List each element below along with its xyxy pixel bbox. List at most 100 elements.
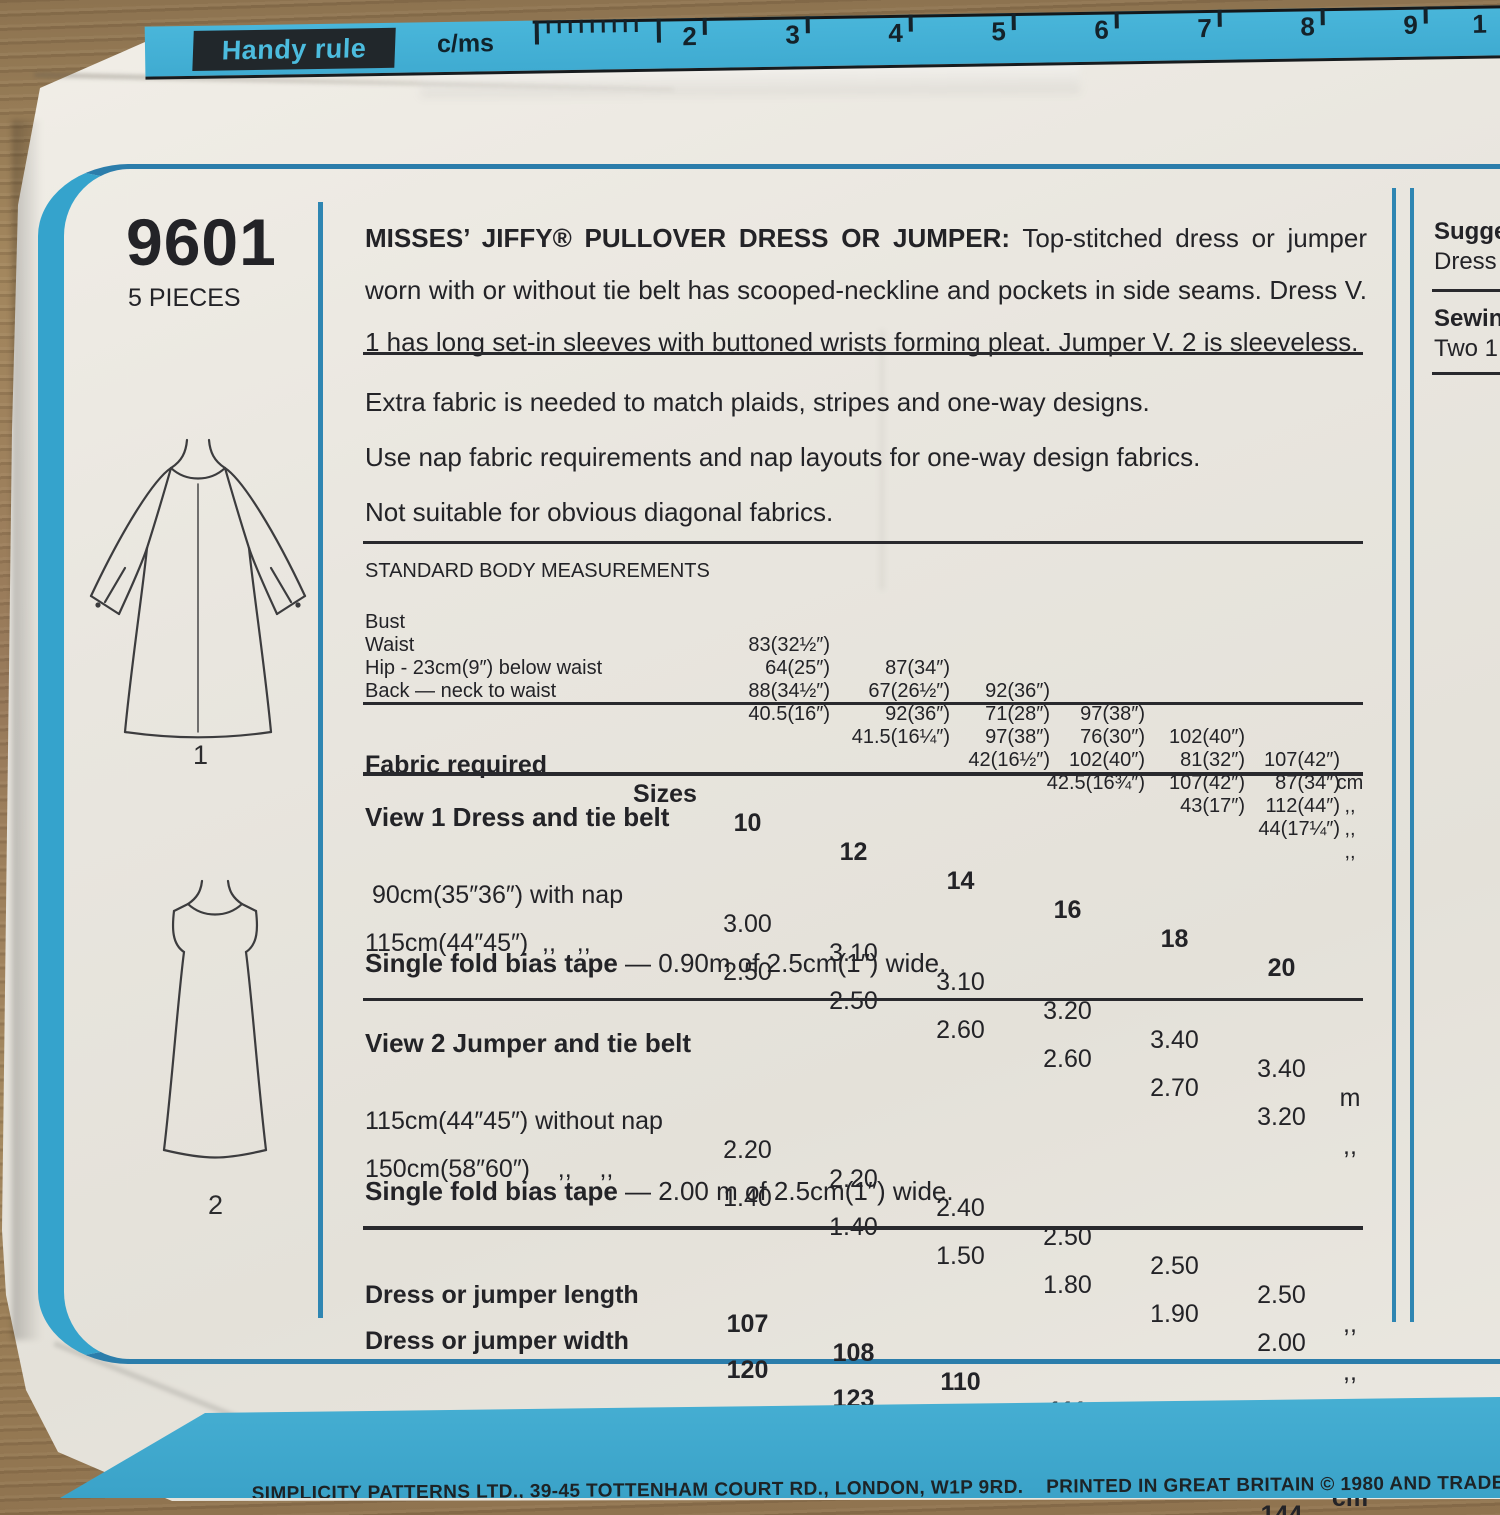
view-1-heading: View 1 Dress and tie belt [365, 802, 670, 832]
ruler-tick [908, 14, 913, 32]
row-label: Back — neck to waist [365, 680, 557, 702]
dimension-value: 107 [726, 1310, 769, 1338]
measurement-value: 97(38″) [985, 726, 1050, 748]
measurement-value: 71(28″) [985, 703, 1050, 725]
paper-crease [880, 330, 884, 590]
ruler-number: 4 [888, 17, 904, 49]
size-column-header: 14 [946, 867, 975, 895]
ruler-number: 9 [1403, 9, 1419, 40]
size-column-header: 18 [1160, 925, 1189, 953]
ruler-number: 6 [1094, 14, 1110, 45]
body-measurements-heading: STANDARD BODY MEASUREMENTS [365, 560, 710, 582]
yardage-value: 1.80 [1043, 1271, 1092, 1299]
view-1-number-label: 1 [193, 740, 209, 770]
yardage-value: 2.50 [1150, 1252, 1199, 1280]
ruler-number: 3 [785, 19, 801, 50]
pieces-count: 5 PIECES [128, 284, 241, 312]
ruler-number-clipped: 1 [1472, 8, 1488, 39]
pattern-number: 9601 [126, 205, 277, 279]
rule [363, 772, 1363, 776]
ruler-tick [623, 19, 627, 33]
size-column-header: 16 [1053, 896, 1082, 924]
rule [363, 998, 1363, 1001]
ruler-tick [579, 19, 583, 33]
size-column-header: 20 [1267, 954, 1296, 982]
measurement-value: 81(32″) [1180, 749, 1245, 771]
yardage-value: 1.50 [936, 1242, 985, 1270]
jumper-view-2-illustration [162, 879, 268, 1159]
ruler-tick [1114, 11, 1119, 29]
ruler-tick [590, 19, 594, 33]
measurement-value: 87(34″) [885, 657, 950, 679]
measurement-value: 41.5(16¼″) [851, 726, 950, 748]
dress-view-1-illustration [89, 438, 307, 739]
measurement-value: 67(26½″) [868, 680, 950, 702]
yardage-value: 2.50 [829, 987, 878, 1015]
rule [363, 352, 1363, 355]
fabric-note-line: Not suitable for obvious diagonal fabric… [365, 497, 834, 527]
yardage-value: 2.20 [723, 1136, 772, 1164]
row-label: 90cm(35″36″) with nap [365, 881, 624, 909]
yardage-value: 3.40 [1257, 1055, 1306, 1083]
unit-label: ,, [1343, 1358, 1357, 1386]
ruler-tick [1423, 6, 1428, 24]
bias-tape-note: Single fold bias tape — 2.00 m of 2.5cm(… [365, 1176, 954, 1207]
ruler-tick [557, 20, 561, 34]
yardage-value: 3.00 [723, 910, 772, 938]
measurement-value: 42.5(16¾″) [1046, 772, 1145, 794]
right-column-text: Two 1. [1434, 335, 1500, 362]
bias-tape-note-lead: Single fold bias tape [365, 1176, 618, 1206]
bias-tape-note-rest: — 0.90m of 2.5cm(1″) wide. [617, 948, 947, 978]
rule [363, 541, 1363, 544]
rule [1432, 289, 1500, 292]
unit-label: ,, [1343, 1310, 1357, 1338]
measurement-row: Back — neck to waist 40.5(16″) 41.5(16¼″… [365, 657, 1385, 887]
yardage-value: 2.50 [723, 958, 772, 986]
yardage-value: 1.90 [1150, 1300, 1199, 1328]
fabric-row: 150cm(58″60″) ,, ,, 1.40 1.40 1.50 1.80 … [365, 1126, 1385, 1416]
unit-label: m [1339, 1084, 1361, 1112]
measurement-value: 64(25″) [765, 657, 830, 679]
handy-rule-label-box: Handy rule [192, 27, 396, 71]
dimension-value: 108 [832, 1339, 875, 1367]
measurement-value: 40.5(16″) [748, 703, 830, 725]
handy-rule-label: Handy rule [221, 32, 367, 65]
yardage-value: 2.00 [1257, 1329, 1306, 1357]
row-label: 115cm(44″45″) without nap [365, 1107, 663, 1135]
column-divider-line [318, 202, 323, 1318]
description-body: Top-stitched dress or jumper worn with o… [365, 223, 1367, 357]
measurement-value: 92(36″) [985, 680, 1050, 702]
ruler-tick [601, 19, 605, 33]
yardage-value: 2.70 [1150, 1074, 1199, 1102]
description-paragraph: MISSES’ JIFFY® PULLOVER DRESS OR JUMPER:… [365, 212, 1367, 368]
unit-label: ,, [1343, 1132, 1357, 1160]
measurement-value: 44(17¼″) [1258, 818, 1340, 840]
size-column-header: 12 [839, 838, 868, 866]
dimension-value: 120 [726, 1356, 769, 1384]
measurement-value: 107(42″) [1263, 749, 1340, 771]
right-divider-line-2 [1410, 188, 1414, 1322]
right-column-heading: Sewing [1434, 305, 1500, 332]
ruler-tick [1011, 13, 1016, 31]
dimension-value: 110 [940, 1368, 981, 1396]
size-column-header: 10 [733, 809, 762, 837]
measurement-value: 97(38″) [1080, 703, 1145, 725]
measurement-value: 87(34″) [1275, 772, 1340, 794]
measurement-value: 83(32½″) [748, 634, 830, 656]
footer-band: SIMPLICITY PATTERNS LTD., 39-45 TOTTENHA… [60, 1397, 1500, 1498]
ruler-number: 5 [991, 16, 1007, 47]
measurement-row: Bust 83(32½″) 87(34″) 92(36″) 97(38″) 10… [365, 588, 1385, 818]
ruler-tick [534, 20, 539, 45]
measurement-value: 102(40″) [1068, 749, 1145, 771]
ruler-number: 8 [1300, 11, 1316, 42]
unit-label: ,, [1344, 818, 1356, 840]
fabric-row: 115cm(44″45″) ,, ,, 2.50 2.50 2.60 2.60 … [365, 900, 1385, 1190]
row-label: Dress or jumper width [365, 1327, 629, 1355]
left-edge-shadow [12, 120, 42, 1340]
fabric-notes: Extra fabric is needed to match plaids, … [365, 375, 1367, 540]
yardage-value: 1.40 [723, 1184, 772, 1212]
ruler-tick [805, 16, 810, 34]
measurement-value: 92(36″) [885, 703, 950, 725]
